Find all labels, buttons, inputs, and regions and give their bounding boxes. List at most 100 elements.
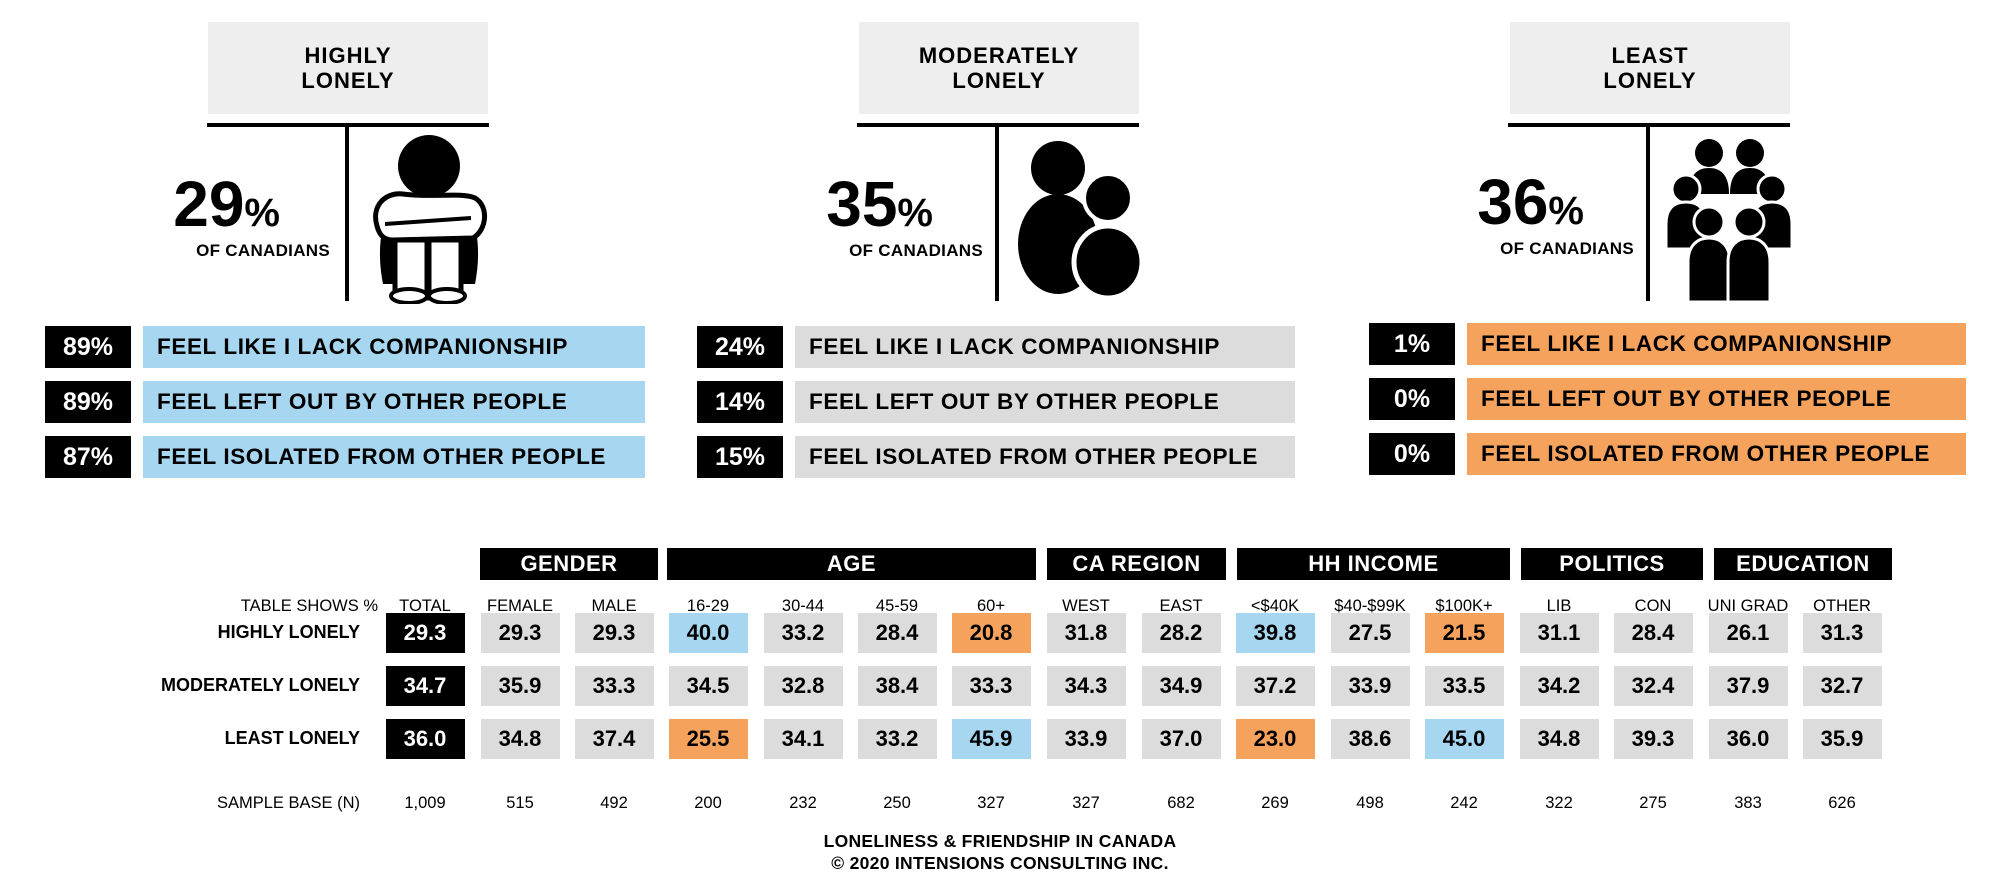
row-percent: 0% [1369,378,1455,420]
footer-title: LONELINESS & FRIENDSHIP IN CANADA [823,831,1177,851]
table-cell: 31.8 [1046,613,1126,653]
sample-base-value: 269 [1261,794,1289,812]
stat-row: 15% FEEL ISOLATED FROM OTHER PEOPLE [697,436,1295,478]
row-label: FEEL ISOLATED FROM OTHER PEOPLE [1467,433,1966,475]
column-header: LIB [1546,597,1572,615]
segment-title-line1: HIGHLY [304,43,392,68]
group-header: EDUCATION [1714,548,1892,580]
table-cell: 33.9 [1330,666,1410,706]
stat-row: 87% FEEL ISOLATED FROM OTHER PEOPLE [45,436,645,478]
table-cell: 28.4 [857,613,937,653]
column-header: TOTAL [399,597,451,615]
segment-title: LEAST LONELY [1510,22,1790,114]
stat-pct-sign: % [244,191,280,235]
sample-base-value: 515 [506,794,534,812]
stat-row: 14% FEEL LEFT OUT BY OTHER PEOPLE [697,381,1295,423]
column-header: 60+ [977,597,1005,615]
row-percent: 1% [1369,323,1455,365]
table-cell: 28.4 [1613,613,1693,653]
row-label: FEEL LIKE I LACK COMPANIONSHIP [795,326,1295,368]
row-percent: 89% [45,326,131,368]
segment-least-lonely: LEAST LONELY 36% OF CANADIANS 1% FEEL [0,0,1966,480]
table-cell: 29.3 [385,613,465,653]
stat-value: 35 [826,168,898,240]
row-header: HIGHLY LONELY [217,622,360,642]
stat-value: 36 [1477,166,1549,238]
table-cell: 32.8 [763,666,843,706]
table-cell: 34.8 [480,719,560,759]
row-label: FEEL ISOLATED FROM OTHER PEOPLE [143,436,645,478]
table-cell: 37.4 [574,719,654,759]
row-percent: 24% [697,326,783,368]
table-cell: 21.5 [1424,613,1504,653]
table-cell: 45.9 [951,719,1031,759]
table-cell: 34.9 [1141,666,1221,706]
table-cell: 29.3 [480,613,560,653]
row-label: FEEL ISOLATED FROM OTHER PEOPLE [795,436,1295,478]
table-cell: 28.2 [1141,613,1221,653]
column-header: EAST [1159,597,1203,615]
stat-pct-sign: % [1548,189,1584,233]
sample-base-value: 232 [789,794,817,812]
row-label: FEEL LIKE I LACK COMPANIONSHIP [143,326,645,368]
stat-value: 29 [173,168,245,240]
table-cell: 37.2 [1235,666,1315,706]
segment-title-line2: LONELY [301,68,395,93]
row-label: FEEL LEFT OUT BY OTHER PEOPLE [795,381,1295,423]
sample-base-value: 1,009 [404,794,446,812]
table-cell: 40.0 [668,613,748,653]
table-cell: 32.4 [1613,666,1693,706]
stat-subtitle: OF CANADIANS [1500,239,1634,258]
table-cell: 37.0 [1141,719,1221,759]
sample-base-value: 322 [1545,794,1573,812]
table-cell: 35.9 [480,666,560,706]
table-cell: 23.0 [1235,719,1315,759]
column-header: 30-44 [781,597,825,615]
column-header: 16-29 [686,597,730,615]
sample-base-value: 250 [883,794,911,812]
row-header: MODERATELY LONELY [160,675,360,695]
segment-moderately-lonely: MODERATELY LONELY 35% OF CANADIANS 24% FE… [0,0,1295,480]
row-header: LEAST LONELY [224,728,360,748]
group-of-people-icon [1664,134,1794,304]
segment-stat: 36% [1434,170,1584,243]
segment-title: HIGHLY LONELY [208,22,488,114]
table-cell: 36.0 [385,719,465,759]
row-label: FEEL LEFT OUT BY OTHER PEOPLE [143,381,645,423]
table-cell: 34.3 [1046,666,1126,706]
group-header: GENDER [480,548,658,580]
stat-row: 89% FEEL LIKE I LACK COMPANIONSHIP [45,326,645,368]
table-cell: 34.2 [1519,666,1599,706]
footer-copyright: © 2020 INTENSIONS CONSULTING INC. [831,853,1169,873]
sample-base-value: 327 [1072,794,1100,812]
segment-stat: 29% [130,172,280,245]
segment-title: MODERATELY LONELY [859,22,1139,114]
row-percent: 89% [45,381,131,423]
person-hugging-knees-icon [363,134,493,305]
table-cell: 27.5 [1330,613,1410,653]
divider-vertical [345,125,349,301]
group-header: CA REGION [1047,548,1226,580]
table-cell: 31.1 [1519,613,1599,653]
table-cell: 34.5 [668,666,748,706]
sample-base-value: 327 [977,794,1005,812]
table-cell: 35.9 [1802,719,1882,759]
column-header: MALE [591,597,637,615]
table-cell: 33.3 [951,666,1031,706]
table-cell: 38.6 [1330,719,1410,759]
column-header: WEST [1062,597,1110,615]
segment-title-line1: MODERATELY [918,43,1080,68]
row-percent: 15% [697,436,783,478]
two-people-icon [1012,134,1145,304]
row-percent: 87% [45,436,131,478]
sample-base-value: 492 [600,794,628,812]
column-header: <$40K [1250,597,1300,615]
stat-subtitle: OF CANADIANS [849,241,983,260]
column-header: 45-59 [875,597,919,615]
table-cell: 20.8 [951,613,1031,653]
stat-row: 0% FEEL LEFT OUT BY OTHER PEOPLE [1369,378,1966,420]
row-percent: 14% [697,381,783,423]
table-cell: 34.8 [1519,719,1599,759]
table-cell: 33.3 [574,666,654,706]
table-cell: 45.0 [1424,719,1504,759]
